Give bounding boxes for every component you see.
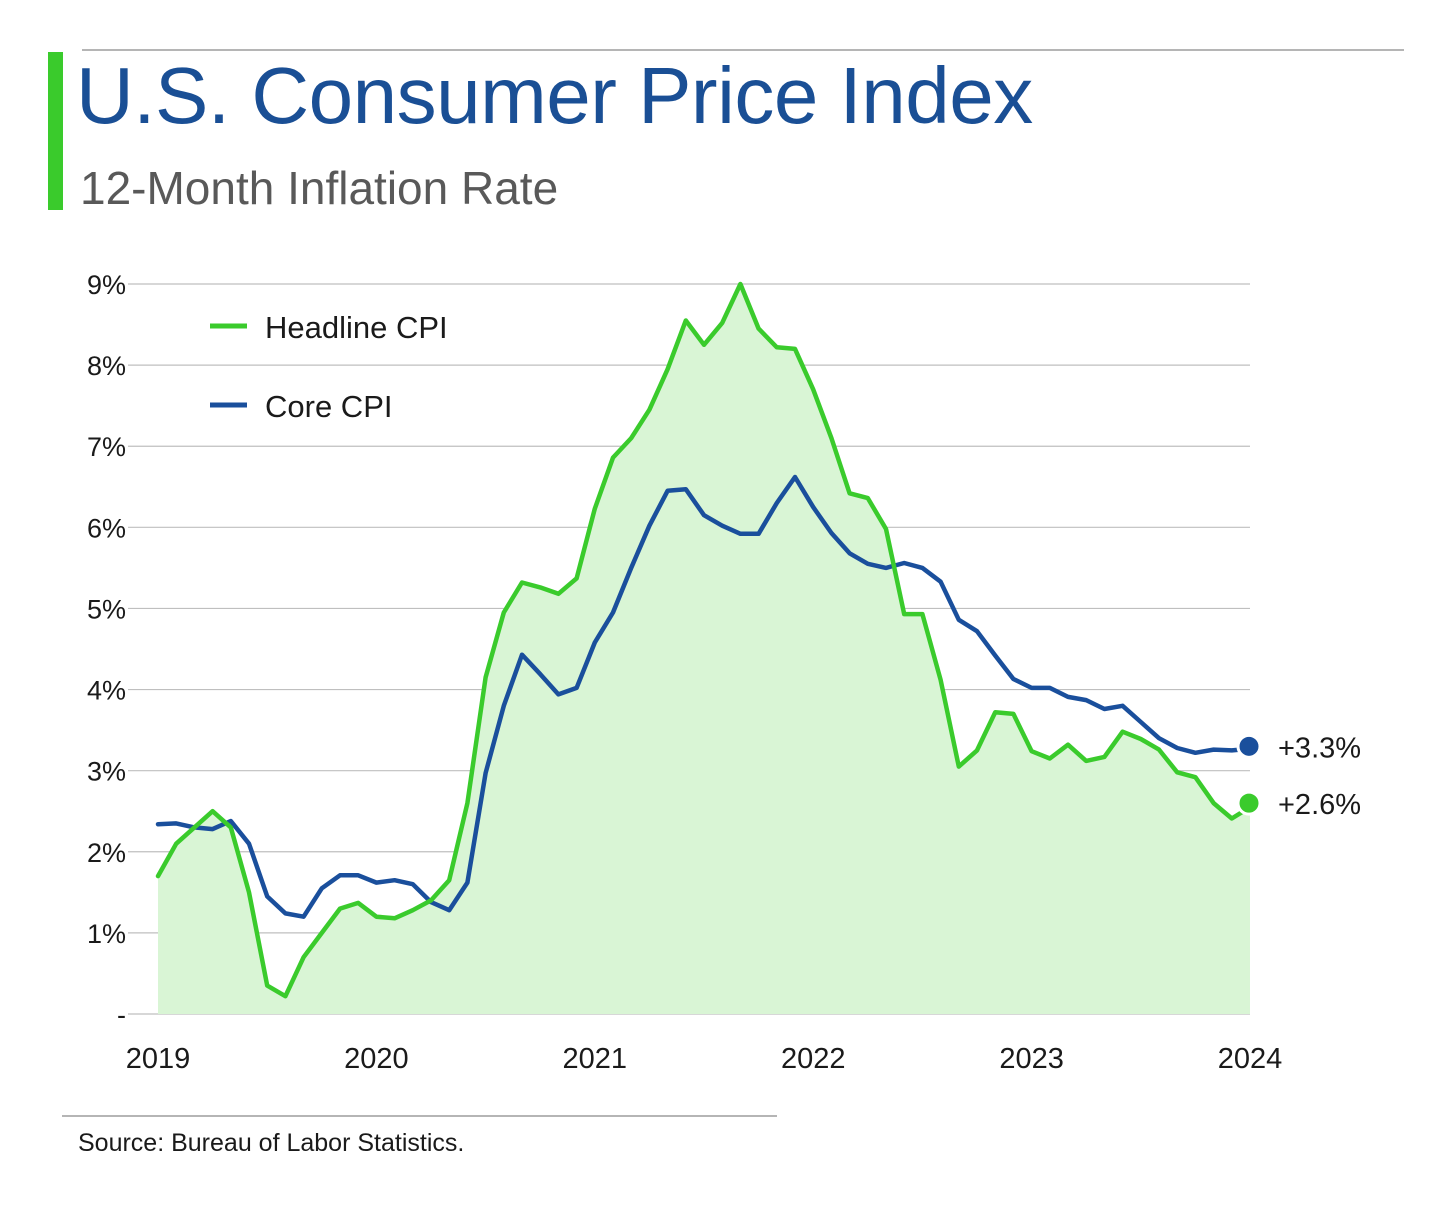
headline-area [158, 284, 1250, 1014]
y-axis-ticks: - 1% 2% 3% 4% 5% 6% 7% 8% 9% [87, 270, 126, 1030]
y-tick-label: 6% [87, 513, 126, 543]
x-tick-label: 2021 [563, 1043, 628, 1075]
y-tick-label: - [117, 1000, 126, 1030]
legend-label: Headline CPI [265, 310, 448, 345]
y-tick-label: 8% [87, 351, 126, 381]
chart-subtitle: 12-Month Inflation Rate [80, 162, 559, 214]
headline-cpiline [155, 281, 1253, 999]
bottom-divider [62, 1115, 777, 1117]
end-value-label: +3.3% [1278, 732, 1361, 764]
series-lines [155, 281, 1253, 999]
y-tick-label: 9% [87, 270, 126, 300]
title-accent-bar [48, 52, 63, 210]
source-note: Source: Bureau of Labor Statistics. [78, 1129, 465, 1157]
y-tick-label: 5% [87, 594, 126, 624]
y-tick-label: 2% [87, 838, 126, 868]
top-divider [82, 49, 1404, 51]
headline-area-layer [158, 284, 1250, 1014]
x-tick-label: 2023 [999, 1043, 1064, 1075]
y-tick-label: 1% [87, 919, 126, 949]
legend: Headline CPI Core CPI [210, 310, 448, 424]
legend-label: Core CPI [265, 389, 392, 424]
y-tick-label: 3% [87, 757, 126, 787]
y-tick-label: 4% [87, 676, 126, 706]
x-axis-ticks: 2019 2020 2021 2022 2023 2024 [126, 1043, 1283, 1075]
end-point-marker [1236, 733, 1262, 759]
end-value-label: +2.6% [1278, 789, 1361, 821]
end-point-markers: +2.6% +3.3% [1236, 732, 1361, 821]
x-tick-label: 2019 [126, 1043, 191, 1075]
chart-title: U.S. Consumer Price Index [76, 51, 1033, 140]
core-cpiline [155, 474, 1253, 919]
x-tick-label: 2022 [781, 1043, 846, 1075]
end-point-marker [1236, 790, 1262, 816]
x-tick-label: 2024 [1218, 1043, 1283, 1075]
x-tick-label: 2020 [344, 1043, 409, 1075]
y-tick-label: 7% [87, 432, 126, 462]
